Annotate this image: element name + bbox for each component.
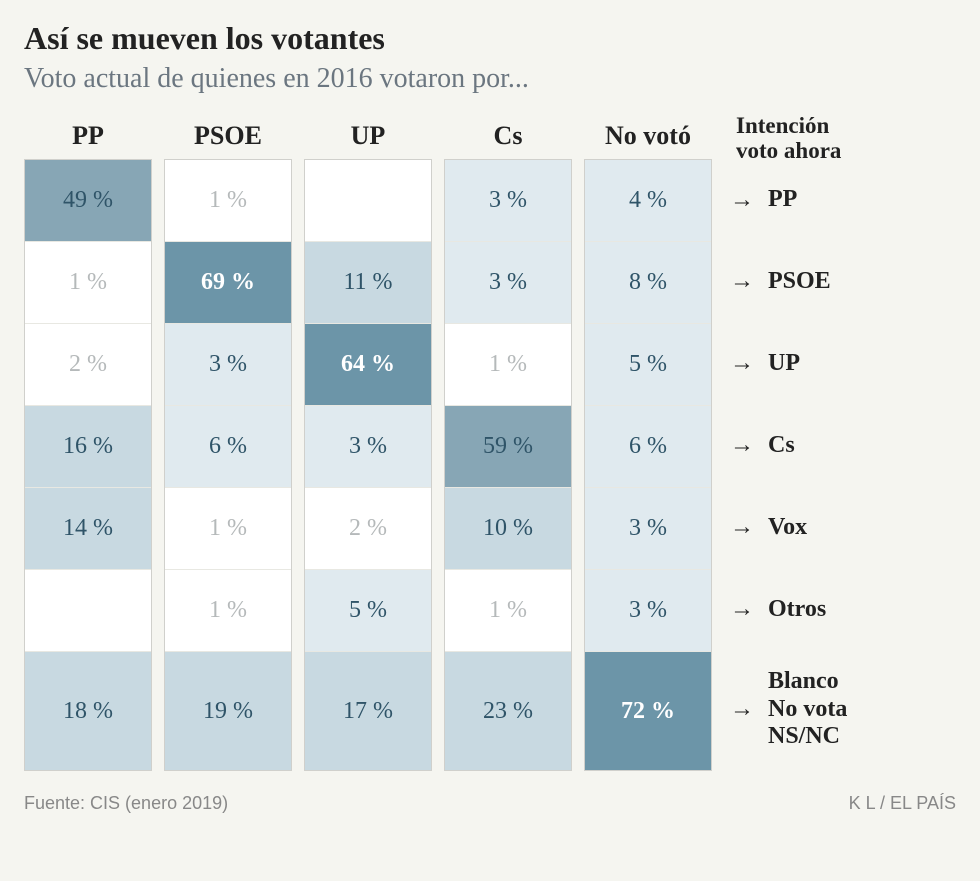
arrow-right-icon: → bbox=[730, 432, 754, 459]
cell: 5 % bbox=[585, 324, 711, 406]
cell: 3 % bbox=[445, 242, 571, 324]
cell: 69 % bbox=[165, 242, 291, 324]
column-cs: Cs3 %3 %1 %59 %10 %1 %23 % bbox=[444, 113, 572, 771]
column-no-votó: No votó4 %8 %5 %6 %3 %3 %72 % bbox=[584, 113, 712, 771]
column-cells: 11 %64 %3 %2 %5 %17 % bbox=[304, 159, 432, 771]
cell: 14 % bbox=[25, 488, 151, 570]
cell: 72 % bbox=[585, 652, 711, 770]
cell: 64 % bbox=[305, 324, 431, 406]
column-cells: 4 %8 %5 %6 %3 %3 %72 % bbox=[584, 159, 712, 771]
cell: 3 % bbox=[445, 160, 571, 242]
legend-label: UP bbox=[768, 350, 800, 378]
cell: 23 % bbox=[445, 652, 571, 770]
cell bbox=[25, 570, 151, 652]
cell: 11 % bbox=[305, 242, 431, 324]
cell: 4 % bbox=[585, 160, 711, 242]
cell: 49 % bbox=[25, 160, 151, 242]
legend-row: → PP bbox=[730, 159, 847, 241]
credit-text: K L / EL PAÍS bbox=[849, 793, 956, 814]
cell: 3 % bbox=[165, 324, 291, 406]
voter-flow-chart: PP49 %1 %2 %16 %14 %18 %PSOE1 %69 %3 %6 … bbox=[24, 113, 956, 771]
legend-row: → Cs bbox=[730, 405, 847, 487]
cell: 18 % bbox=[25, 652, 151, 770]
legend-label: Cs bbox=[768, 432, 795, 460]
cell: 3 % bbox=[305, 406, 431, 488]
cell: 2 % bbox=[25, 324, 151, 406]
arrow-right-icon: → bbox=[730, 596, 754, 623]
legend-label: Otros bbox=[768, 596, 826, 624]
column-header: PP bbox=[24, 113, 152, 159]
arrow-right-icon: → bbox=[730, 350, 754, 377]
cell: 1 % bbox=[25, 242, 151, 324]
chart-subtitle: Voto actual de quienes en 2016 votaron p… bbox=[24, 63, 956, 95]
cell: 2 % bbox=[305, 488, 431, 570]
column-header: Cs bbox=[444, 113, 572, 159]
source-text: Fuente: CIS (enero 2019) bbox=[24, 793, 228, 814]
intention-legend: Intenciónvoto ahora → PP → PSOE → UP → Cs → Vox → Ot… bbox=[724, 113, 847, 769]
column-pp: PP49 %1 %2 %16 %14 % 18 % bbox=[24, 113, 152, 771]
cell: 8 % bbox=[585, 242, 711, 324]
arrow-right-icon: → bbox=[730, 514, 754, 541]
column-header: PSOE bbox=[164, 113, 292, 159]
cell: 1 % bbox=[165, 488, 291, 570]
arrow-right-icon: → bbox=[730, 268, 754, 295]
column-cells: 3 %3 %1 %59 %10 %1 %23 % bbox=[444, 159, 572, 771]
cell: 1 % bbox=[165, 160, 291, 242]
chart-title: Así se mueven los votantes bbox=[24, 20, 956, 57]
cell: 17 % bbox=[305, 652, 431, 770]
chart-footer: Fuente: CIS (enero 2019) K L / EL PAÍS bbox=[24, 793, 956, 814]
cell: 5 % bbox=[305, 570, 431, 652]
legend-row: → Otros bbox=[730, 569, 847, 651]
column-cells: 1 %69 %3 %6 %1 %1 %19 % bbox=[164, 159, 292, 771]
arrow-right-icon: → bbox=[730, 696, 754, 723]
cell: 1 % bbox=[165, 570, 291, 652]
legend-header: Intenciónvoto ahora bbox=[730, 113, 847, 159]
column-psoe: PSOE1 %69 %3 %6 %1 %1 %19 % bbox=[164, 113, 292, 771]
cell: 16 % bbox=[25, 406, 151, 488]
cell: 59 % bbox=[445, 406, 571, 488]
cell: 19 % bbox=[165, 652, 291, 770]
cell: 6 % bbox=[165, 406, 291, 488]
cell: 1 % bbox=[445, 570, 571, 652]
column-cells: 49 %1 %2 %16 %14 % 18 % bbox=[24, 159, 152, 771]
cell: 3 % bbox=[585, 488, 711, 570]
cell: 1 % bbox=[445, 324, 571, 406]
cell: 3 % bbox=[585, 570, 711, 652]
arrow-right-icon: → bbox=[730, 187, 754, 214]
legend-label: Vox bbox=[768, 514, 807, 542]
column-up: UP11 %64 %3 %2 %5 %17 % bbox=[304, 113, 432, 771]
cell: 6 % bbox=[585, 406, 711, 488]
cell bbox=[305, 160, 431, 242]
legend-label: BlancoNo votaNS/NC bbox=[768, 668, 847, 751]
legend-row: → UP bbox=[730, 323, 847, 405]
legend-row: → BlancoNo votaNS/NC bbox=[730, 651, 847, 769]
legend-row: → Vox bbox=[730, 487, 847, 569]
legend-row: → PSOE bbox=[730, 241, 847, 323]
column-header: No votó bbox=[584, 113, 712, 159]
legend-label: PSOE bbox=[768, 268, 831, 296]
column-header: UP bbox=[304, 113, 432, 159]
legend-label: PP bbox=[768, 186, 797, 214]
cell: 10 % bbox=[445, 488, 571, 570]
